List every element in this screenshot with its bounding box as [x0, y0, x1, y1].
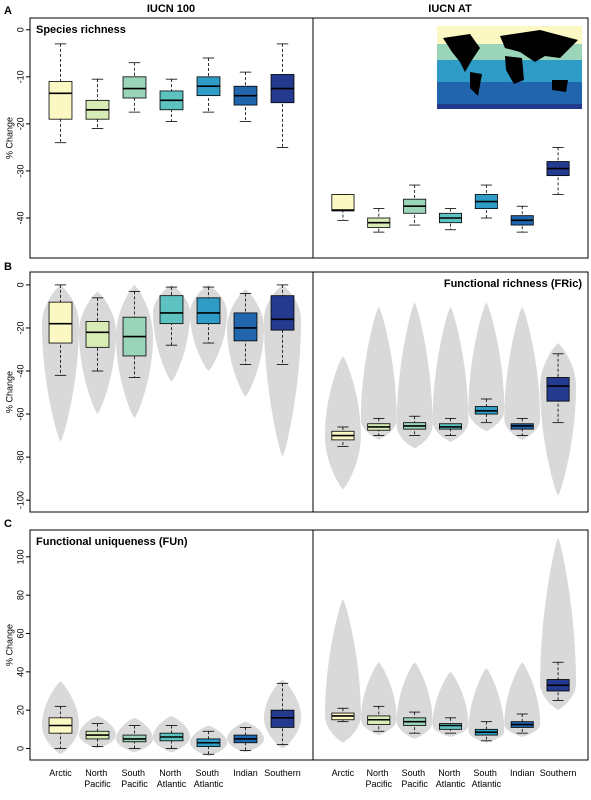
box [438, 723, 463, 730]
y-tick-label: 40 [15, 667, 25, 677]
y-axis-label: % Change [4, 624, 14, 666]
y-tick-label: 20 [15, 705, 25, 715]
y-axis-label: % Change [4, 117, 14, 159]
map-inset [437, 26, 582, 109]
y-tick-label: -40 [15, 365, 25, 378]
violin [504, 306, 541, 440]
box [48, 301, 73, 344]
x-tick-label: Arctic [332, 768, 355, 778]
y-tick-label: 0 [15, 746, 25, 751]
violin [504, 662, 541, 737]
panel-frame [312, 529, 589, 761]
box [159, 295, 184, 325]
x-tick-label: Indian [233, 768, 258, 778]
y-tick-label: -20 [15, 117, 25, 130]
violin [360, 306, 397, 440]
box [48, 81, 73, 120]
box [270, 295, 295, 331]
x-tick-label: South Atlantic [472, 768, 502, 789]
x-tick-label: South Pacific [121, 768, 148, 789]
y-tick-label: -60 [15, 408, 25, 421]
x-tick-label: North Pacific [366, 768, 393, 789]
x-tick-label: Southern [540, 768, 577, 778]
violin [432, 306, 469, 443]
y-tick-label: -20 [15, 321, 25, 334]
x-tick-label: North Atlantic [157, 768, 187, 789]
x-tick-label: South Atlantic [194, 768, 224, 789]
column-title: IUCN 100 [147, 3, 195, 15]
panel-letter: A [4, 5, 12, 17]
x-tick-label: Arctic [49, 768, 72, 778]
box [196, 297, 221, 325]
violin [468, 302, 505, 432]
box [233, 312, 258, 342]
x-tick-label: Indian [510, 768, 535, 778]
box [546, 377, 570, 402]
panel-letter: C [4, 518, 12, 530]
panel-frame [312, 17, 589, 259]
y-tick-label: 0 [15, 282, 25, 287]
box [270, 709, 295, 728]
violin [325, 355, 361, 490]
box [122, 76, 147, 99]
box [85, 321, 110, 348]
y-tick-label: 100 [15, 549, 25, 564]
y-tick-label: -100 [15, 491, 25, 509]
violin [468, 668, 505, 743]
panel-frame [312, 271, 589, 513]
panel-title: Species richness [36, 24, 126, 36]
x-tick-label: North Pacific [84, 768, 111, 789]
column-title: IUCN AT [428, 3, 472, 15]
y-tick-label: 0 [15, 27, 25, 32]
y-tick-label: -80 [15, 451, 25, 464]
violin [540, 537, 576, 711]
y-tick-label: 80 [15, 590, 25, 600]
y-tick-label: -40 [15, 211, 25, 224]
panel-frame [29, 17, 314, 259]
y-tick-label: -30 [15, 164, 25, 177]
panel-title: Functional richness (FRic) [444, 278, 582, 290]
y-axis-label: % Change [4, 371, 14, 413]
violin [325, 599, 361, 743]
x-tick-label: North Atlantic [436, 768, 466, 789]
panel-title: Functional uniqueness (FUn) [36, 536, 188, 548]
panel-letter: B [4, 261, 12, 273]
x-tick-label: South Pacific [401, 768, 428, 789]
violin [432, 671, 469, 737]
y-tick-label: -10 [15, 70, 25, 83]
x-tick-label: Southern [264, 768, 301, 778]
violin [396, 302, 433, 449]
box [331, 194, 355, 212]
y-tick-label: 60 [15, 628, 25, 638]
